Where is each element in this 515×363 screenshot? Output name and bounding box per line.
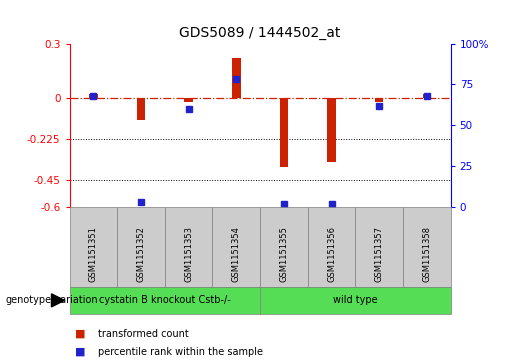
Text: GSM1151354: GSM1151354 [232,227,241,282]
Text: ■: ■ [75,329,85,339]
Bar [280,98,288,167]
Bar [136,98,145,120]
Bar [327,98,336,162]
Bar [89,94,98,98]
Text: GSM1151352: GSM1151352 [136,227,145,282]
Text: GSM1151358: GSM1151358 [422,227,431,282]
Bar [184,98,193,102]
Text: GSM1151355: GSM1151355 [280,227,288,282]
Text: GSM1151351: GSM1151351 [89,227,98,282]
Bar [232,58,241,98]
Bar [375,98,384,102]
Text: ■: ■ [75,347,85,357]
Text: genotype/variation: genotype/variation [5,295,98,305]
Text: transformed count: transformed count [98,329,188,339]
Text: GSM1151357: GSM1151357 [375,227,384,282]
Polygon shape [52,294,64,307]
Text: wild type: wild type [333,295,377,305]
Text: cystatin B knockout Cstb-/-: cystatin B knockout Cstb-/- [99,295,231,305]
Text: GSM1151353: GSM1151353 [184,227,193,282]
Bar [422,94,431,98]
Text: GSM1151356: GSM1151356 [327,227,336,282]
Text: percentile rank within the sample: percentile rank within the sample [98,347,263,357]
Title: GDS5089 / 1444502_at: GDS5089 / 1444502_at [179,26,341,40]
